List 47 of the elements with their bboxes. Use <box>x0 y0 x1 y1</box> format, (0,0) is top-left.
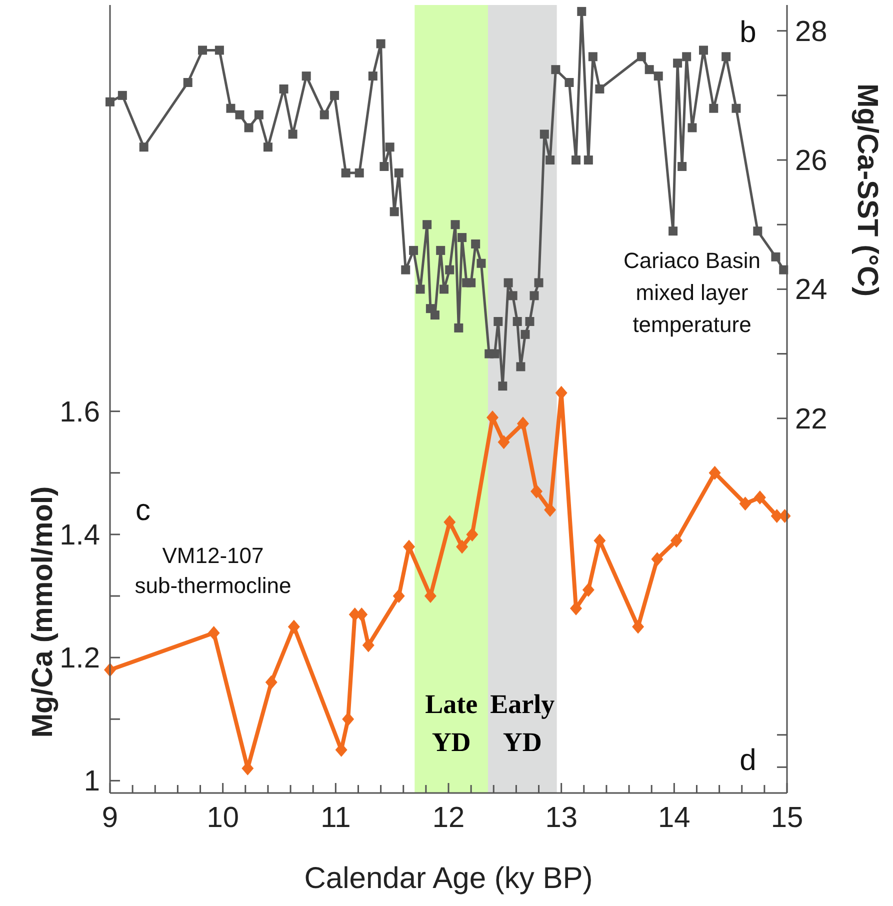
point <box>498 435 510 450</box>
point <box>208 626 220 640</box>
y-axis-title: Mg/Ca (mmol/mol) <box>27 486 59 738</box>
point <box>362 638 374 652</box>
x-tick-label: 10 <box>206 802 239 834</box>
x-tick-label: 15 <box>770 802 804 834</box>
point <box>530 484 543 498</box>
annotation: c <box>136 494 150 527</box>
point <box>739 496 752 511</box>
point <box>594 534 606 548</box>
annotation: VM12-107 sub-thermocline <box>134 543 292 598</box>
point <box>651 552 664 566</box>
band-label: Early YD <box>490 689 556 757</box>
y-tick-label: 1.2 <box>60 642 100 675</box>
point <box>632 620 644 634</box>
point <box>444 515 456 530</box>
y-tick-label: 1 <box>84 766 100 798</box>
annotation: b <box>740 16 756 49</box>
point <box>342 712 354 726</box>
y-tick-label: 1.6 <box>60 396 100 428</box>
annotation: Cariaco Basin mixed layer temperature <box>624 248 760 337</box>
point <box>288 620 300 634</box>
y2-tick-label: 24 <box>795 274 828 306</box>
point <box>466 527 478 542</box>
point <box>582 582 594 597</box>
point <box>670 534 682 548</box>
x-tick-label: 14 <box>658 802 690 834</box>
x-axis-title: Calendar Age (ky BP) <box>304 862 593 895</box>
point <box>265 675 278 690</box>
x-tick-label: 9 <box>102 802 118 834</box>
point <box>424 589 436 603</box>
point <box>544 502 556 517</box>
y2-axis-title: Mg/Ca-SST (°C) <box>851 84 883 296</box>
y2-tick-label: 22 <box>795 403 828 436</box>
point <box>392 589 405 603</box>
annotation: d <box>740 744 756 777</box>
point <box>708 466 721 480</box>
x-tick-label: 11 <box>320 802 351 834</box>
y2-tick-label: 28 <box>795 16 828 48</box>
x-tick-label: 13 <box>545 802 578 834</box>
x-tick-label: 12 <box>432 802 465 834</box>
y2-tick-label: 26 <box>795 145 828 178</box>
point <box>516 416 529 431</box>
point <box>456 540 468 554</box>
y-tick-label: 1.4 <box>60 519 100 552</box>
band-label: Late YD <box>425 689 478 757</box>
point <box>754 490 766 504</box>
